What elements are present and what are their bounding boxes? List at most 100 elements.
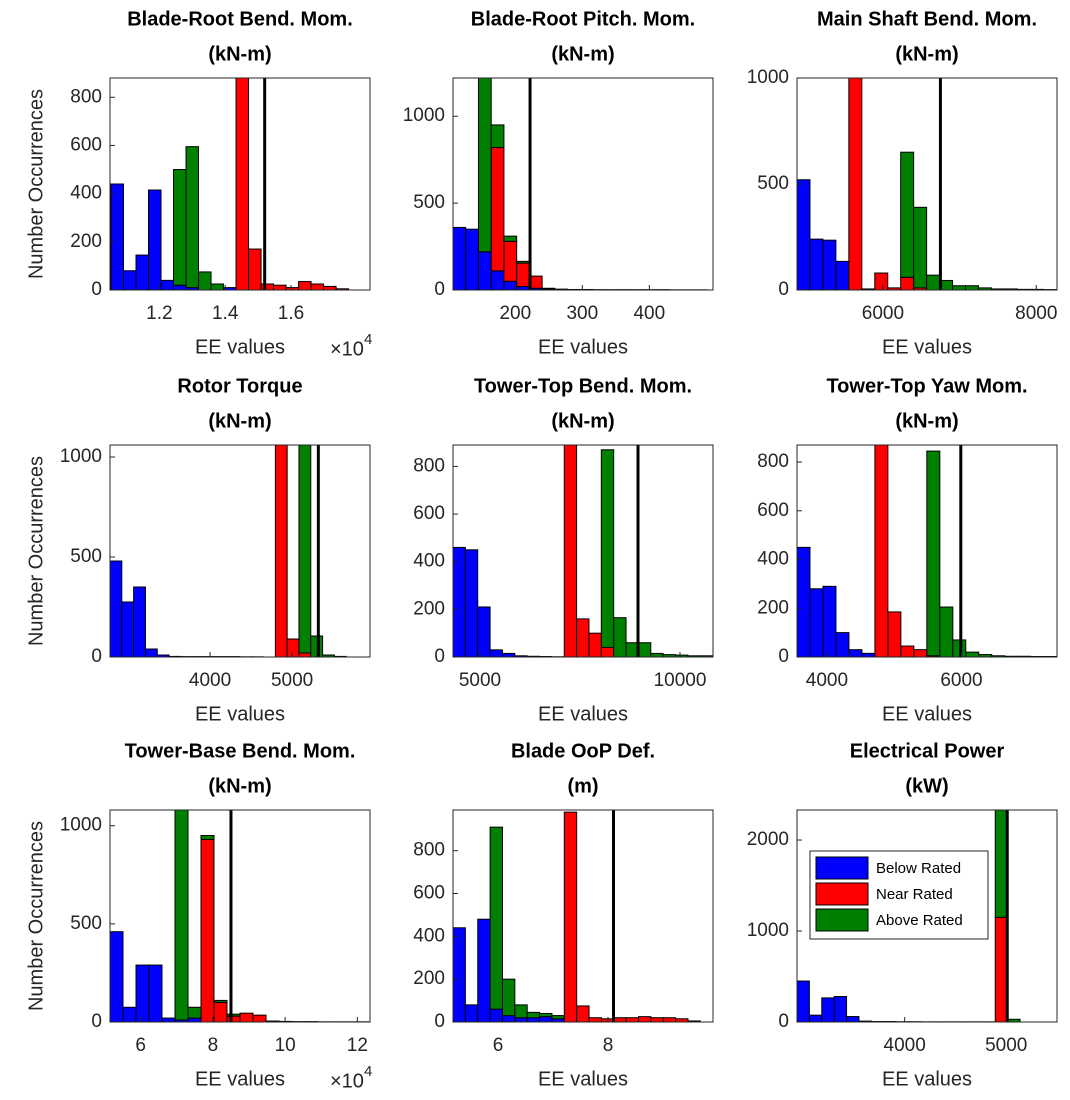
bar [252,1014,267,1022]
bar [110,931,124,1022]
bar [563,445,578,657]
x-tick-label: 300 [566,303,598,324]
subplot: 6 8 10 12 0 500 1000 Tower-Base Bend. Mom. (kN-m… [25,740,372,1092]
title: Main Shaft Bend. Mom. [817,8,1037,30]
bar [122,270,137,290]
y-tick-label: 0 [434,279,445,300]
bar [477,251,492,290]
legend: Below Rated Near Rated Above Rated [809,850,989,940]
bar [173,284,187,290]
y-tick-label: 800 [413,840,445,861]
bar [588,1017,602,1022]
y-tick-label: 0 [434,646,445,667]
title: (kN-m) [208,410,271,432]
axes-box [796,809,1058,1023]
bar [148,964,163,1022]
legend-swatch [815,908,869,932]
bar [235,78,250,290]
bar [248,248,262,290]
bar [551,1015,565,1020]
axes-box [452,77,714,291]
bar [613,1017,627,1022]
x-axis-label: EE values [882,1068,972,1090]
bar [539,1012,553,1018]
title: Tower-Base Bend. Mom. [125,740,356,762]
bar [900,151,915,278]
bar [200,835,215,840]
x-tick-label: 8000 [1015,303,1057,324]
y-tick-label: 0 [778,279,789,300]
bars [797,445,1057,657]
bar [490,270,505,290]
bar [526,1017,541,1022]
x-tick-label: 8 [208,1035,219,1056]
bar [501,1015,516,1022]
bar [887,611,902,657]
bar [135,254,150,290]
bar [213,999,228,1003]
bar [516,262,530,288]
title: (kN-m) [208,43,271,65]
bar [900,645,915,657]
axes-box [109,77,371,291]
bar [489,826,503,1010]
axes-box [452,809,714,1023]
y-axis-label: Number Occurrences [25,89,47,279]
x-tick-label: 10000 [654,670,707,691]
bar [464,549,479,657]
title: Blade-Root Bend. Mom. [127,8,353,30]
bars [797,810,1021,1022]
bar [239,1012,254,1022]
x-axis-label: EE values [882,703,972,725]
bar [185,146,200,289]
bar [637,642,652,657]
y-tick-label: 0 [91,646,102,667]
y-tick-label: 600 [70,134,102,155]
x-tick-label: 5000 [459,670,501,691]
bar [638,1016,652,1022]
x-scale-base: ×10 [330,1070,364,1092]
bar [833,996,848,1022]
title: (kN-m) [208,775,271,797]
bar [148,189,162,290]
bar [503,235,518,242]
bar [835,260,850,290]
bar [135,964,150,1022]
legend-label: Above Rated [876,912,963,929]
bar [187,1006,202,1019]
x-scale-power: 4 [364,1063,372,1080]
bar [501,978,516,1017]
y-tick-label: 500 [70,546,102,567]
bar [464,1004,479,1022]
y-tick-label: 500 [70,913,102,934]
bar [965,651,980,657]
title: Blade-Root Pitch. Mom. [471,8,695,30]
y-tick-label: 200 [413,598,445,619]
x-tick-label: 1.6 [278,303,304,324]
x-tick-label: 6000 [862,303,904,324]
title: Tower-Top Bend. Mom. [474,375,692,397]
y-tick-label: 500 [757,173,789,194]
bar [133,586,146,657]
bar [323,285,337,290]
y-tick-label: 1000 [747,67,789,88]
bar [913,206,928,289]
bar [514,1017,528,1022]
y-tick-label: 1000 [60,815,102,836]
y-tick-label: 400 [70,183,102,204]
bar [650,652,664,657]
x-tick-label: 6 [493,1035,504,1056]
bar [861,652,876,657]
bar [687,1020,701,1022]
title: Tower-Top Yaw Mom. [826,375,1027,397]
bar [453,546,466,657]
y-tick-label: 0 [91,279,102,300]
axes-box [452,444,714,658]
x-axis-label: EE values [882,336,972,358]
y-tick-label: 0 [91,1011,102,1032]
x-tick-label: 4000 [806,670,848,691]
bar [298,652,312,657]
bar [213,1001,228,1022]
bar [588,632,602,657]
title: Blade OoP Def. [511,740,655,762]
